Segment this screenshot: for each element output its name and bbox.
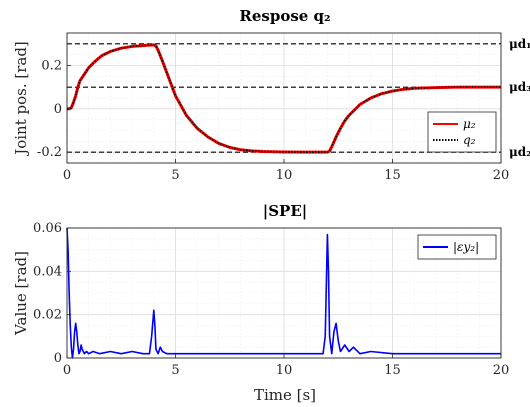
chart-title: Respose q₂: [239, 7, 330, 25]
legend-entry: |εy₂|: [453, 240, 479, 254]
spe-chart: |SPE| Value [rad] Time [s] 0 5 10 15 20 0 0.02…: [12, 202, 509, 404]
y-tick-label: 0.06: [33, 221, 62, 236]
y-axis-label: Joint pos. [rad]: [12, 41, 30, 157]
reference-line-label: μd₃: [509, 80, 530, 94]
x-tick-label: 15: [384, 363, 401, 378]
y-tick-label: 0: [54, 351, 62, 366]
x-tick-label: 0: [63, 168, 71, 183]
x-tick-label: 5: [171, 168, 179, 183]
y-tick-label: 0: [54, 102, 62, 117]
y-tick-label: -0.2: [37, 145, 62, 160]
x-tick-label: 10: [276, 168, 293, 183]
y-axis-label: Value [rad]: [12, 251, 30, 336]
y-tick-label: 0.04: [33, 264, 62, 279]
response-chart: Respose q₂ Joint pos. [rad] μd₁ μd₃ μd₂ 0 5 1…: [12, 7, 530, 183]
x-tick-label: 0: [63, 363, 71, 378]
x-axis-label: Time [s]: [254, 386, 316, 404]
y-tick-label: 0.2: [41, 59, 62, 74]
x-tick-label: 20: [493, 168, 510, 183]
x-tick-label: 5: [171, 363, 179, 378]
series-line: [67, 44, 501, 153]
reference-line-label: μd₂: [509, 145, 530, 159]
x-tick-label: 15: [384, 168, 401, 183]
x-tick-label: 20: [493, 363, 510, 378]
reference-line-label: μd₁: [509, 37, 530, 51]
chart-title: |SPE|: [263, 202, 307, 220]
series-line: [66, 227, 501, 359]
legend-box: [427, 111, 497, 153]
y-tick-label: 0.02: [33, 308, 62, 323]
legend-entry: q₂: [463, 133, 476, 147]
x-tick-label: 10: [276, 363, 293, 378]
legend-entry: μ₂: [463, 117, 476, 131]
